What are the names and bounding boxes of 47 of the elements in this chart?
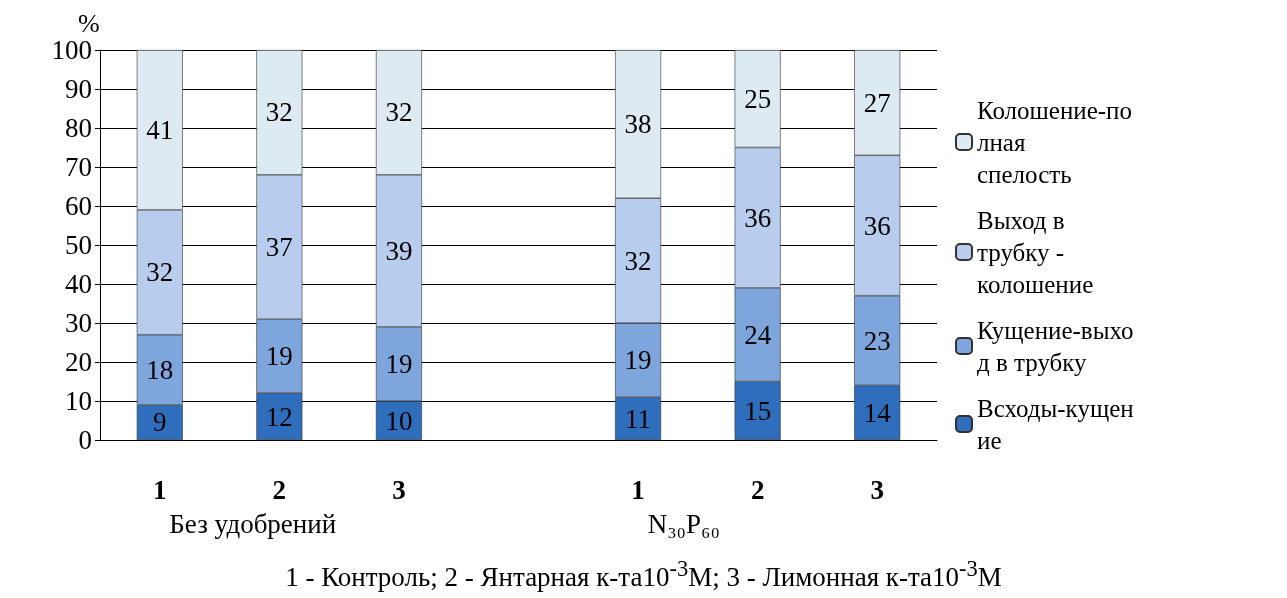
data-label: 9 — [153, 407, 167, 438]
data-label: 10 — [385, 405, 413, 436]
legend-label: Кущение-выход в трубку — [977, 316, 1134, 376]
data-label: 32 — [624, 245, 652, 276]
data-label: 41 — [146, 114, 174, 145]
text: N₃₀P₆₀ — [647, 508, 720, 539]
data-label: 32 — [385, 97, 413, 128]
data-label: 38 — [624, 109, 652, 140]
y-tick-label: 20 — [65, 347, 92, 377]
data-label: 25 — [744, 83, 772, 114]
data-label: 32 — [146, 257, 174, 288]
legend-label: Колошение-полная спелость — [977, 96, 1132, 188]
y-tick-label: 90 — [65, 74, 92, 104]
y-tick-label: 40 — [65, 269, 92, 299]
data-label: 32 — [265, 97, 293, 128]
y-tick-label: 50 — [65, 230, 92, 260]
legend-label: Всходы-кущение — [977, 394, 1134, 454]
data-label: 15 — [744, 395, 772, 426]
x-tick-label: 1 — [153, 474, 167, 505]
y-tick-label: 10 — [65, 386, 92, 416]
data-label: 36 — [863, 210, 891, 241]
data-label: 11 — [625, 403, 652, 434]
text: 1 - Контроль; 2 - Янтарная к-та10$^{-3}$М; 3 - Лимонная к-та10$^{-3}$М — [284, 556, 1003, 593]
y-tick-label: 80 — [65, 113, 92, 143]
data-label: 14 — [863, 397, 892, 428]
x-tick-label: 3 — [870, 474, 884, 505]
x-tick-label: 2 — [750, 474, 765, 505]
y-tick-label: 60 — [65, 191, 92, 221]
data-label: 12 — [265, 401, 293, 432]
data-label: 24 — [744, 319, 772, 350]
text: Без удобрений — [169, 508, 337, 539]
data-label: 37 — [265, 231, 293, 262]
y-tick-label: 30 — [65, 308, 92, 338]
data-label: 19 — [265, 341, 293, 372]
x-tick-label: 2 — [272, 474, 287, 505]
data-label: 18 — [146, 354, 174, 385]
x-tick-label: 3 — [392, 474, 406, 505]
data-label: 23 — [863, 325, 891, 356]
y-tick-label: 70 — [65, 152, 92, 182]
x-tick-label: 1 — [631, 474, 645, 505]
y-tick-label: 0 — [78, 425, 92, 455]
data-label: 19 — [385, 348, 413, 379]
data-label: 19 — [624, 345, 652, 376]
legend-label: Выход в трубку - колошение — [977, 206, 1094, 298]
data-label: 27 — [863, 87, 891, 118]
data-label: 36 — [744, 202, 772, 233]
data-label: 39 — [385, 235, 413, 266]
